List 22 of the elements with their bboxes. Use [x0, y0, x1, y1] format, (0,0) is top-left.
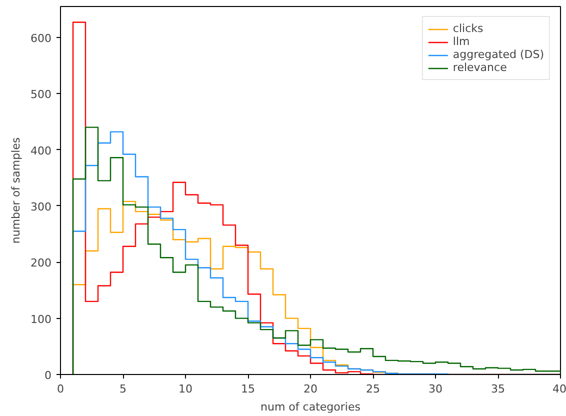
y-tick-label: 100	[30, 312, 52, 326]
y-tick-label: 300	[30, 200, 52, 214]
x-tick-label: 10	[178, 382, 192, 396]
x-tick-label: 0	[57, 382, 64, 396]
x-tick-label: 30	[428, 382, 442, 396]
y-tick-label: 400	[30, 144, 52, 158]
x-tick-label: 40	[552, 382, 566, 396]
legend-label: aggregated (DS)	[452, 48, 544, 61]
y-tick-label: 0	[44, 369, 52, 382]
x-tick-label: 5	[120, 382, 126, 396]
legend-label: clicks	[452, 22, 484, 35]
x-tick-label: 15	[241, 382, 255, 396]
y-axis-title: number of samples	[10, 137, 23, 244]
x-tick-label: 20	[304, 382, 318, 396]
x-tick-label: 25	[366, 382, 380, 396]
x-axis-title: num of categories	[260, 400, 361, 414]
x-tick-label: 35	[491, 382, 505, 396]
y-tick-label: 600	[30, 32, 52, 45]
y-tick-label: 200	[30, 256, 52, 270]
legend-label: relevance	[452, 61, 507, 74]
legend-label: llm	[452, 35, 471, 48]
y-tick-label: 500	[30, 88, 52, 102]
